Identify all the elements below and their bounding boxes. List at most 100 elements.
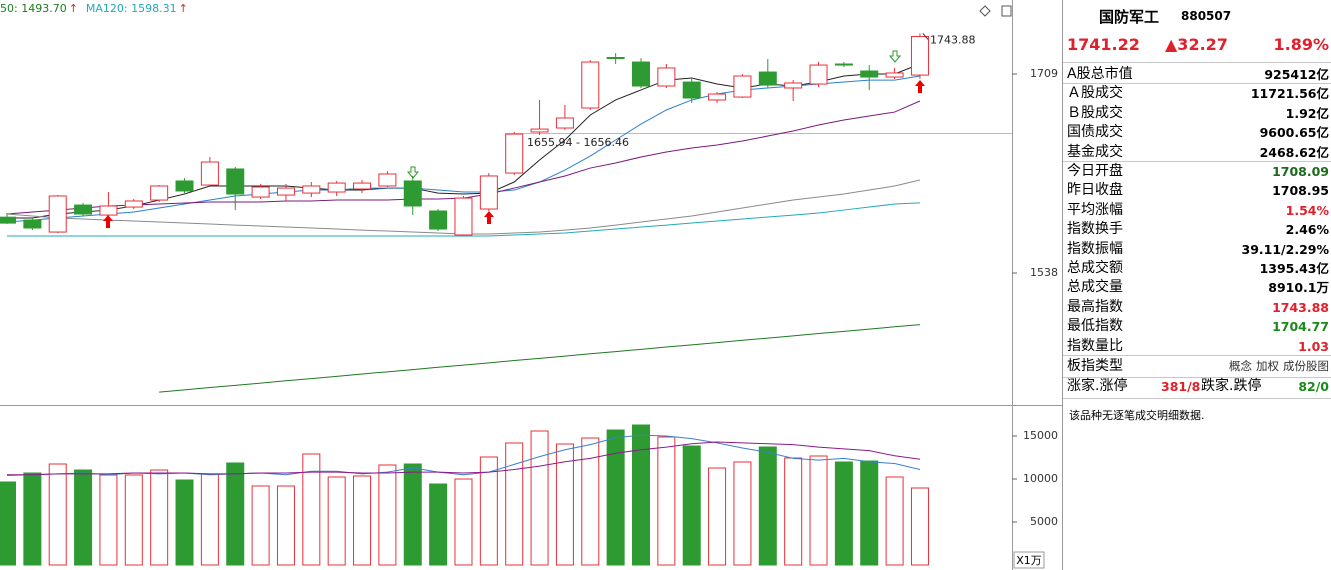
row: 今日开盘 1708.09 [1067,162,1329,181]
candle-body [175,180,194,192]
change-pct: 1.89% [1273,35,1329,54]
type-link[interactable]: 成份股图 [1283,359,1329,373]
volume-bar [327,476,346,566]
index-name: 国防军工 [1099,8,1160,26]
volume-bar [910,487,929,566]
candle-body [327,182,346,193]
label: 基金成交 [1067,143,1123,160]
separator [1063,398,1331,399]
separator [1063,62,1331,63]
candle-body [834,63,853,66]
candle-body [378,173,397,187]
volume-bar [403,463,422,566]
candle-body [23,219,42,229]
candle-body [200,161,219,186]
row: 指数振幅 39.11/2.29% [1067,240,1329,259]
candle-body [581,61,600,109]
candle-body [682,81,701,99]
separator [1063,355,1331,356]
candle-body [632,61,650,87]
value: 925412亿 [1264,67,1329,82]
volume-bar [606,429,625,566]
value: 1.54% [1285,202,1329,218]
value: 39.11/2.29% [1241,241,1329,257]
volume-bar [429,483,448,566]
row: 涨家.涨停 381/8 跌家.跌停 82/0 [1067,377,1329,396]
volume-bar [48,463,67,566]
label: 国债成交 [1067,124,1123,141]
candle-body [479,175,498,210]
row: 指数量比 1.03 [1067,337,1329,356]
candle-body [124,200,143,208]
sell-arrow [406,166,420,179]
quote-panel: 国防军工 880507 1741.22 ▲32.27 1.89% A股总市值 92… [1063,0,1331,570]
volume-bar [378,464,397,566]
candle-body [403,180,422,207]
annotation: 1655.94 - 1656.46 [527,136,629,149]
volume-bar [530,430,549,566]
row: 总成交量 8910.1万 [1067,278,1329,297]
label: 最低指数 [1067,318,1123,335]
candle-body [505,133,524,174]
y-tick-label: 1709 [1030,67,1058,80]
type-link[interactable]: 加权 [1256,359,1279,373]
type-link[interactable]: 概念 [1229,359,1252,373]
ma-arrow: ↑ [178,2,188,15]
value: 381/8 [1161,379,1201,394]
volume-bar [99,474,118,566]
candle-body [758,71,777,86]
volume-bar [74,469,93,566]
label: Ｂ股成交 [1067,104,1123,121]
candle-body [809,64,828,85]
annotation: 1743.88 [930,33,976,46]
volume-bar [0,481,16,566]
volume-bar [200,473,219,566]
value: 1708.09 [1272,164,1329,179]
volume-bar [834,461,853,566]
y-tick-label: 15000 [1023,429,1058,442]
candle-body [555,117,574,129]
candle-body [302,185,321,194]
icon[interactable] [979,5,991,17]
volume-bar [632,424,650,566]
value: 1704.77 [1272,319,1329,335]
row: 最高指数 1743.88 [1067,298,1329,317]
row: 板指类型 概念 加权 成份股图 [1067,357,1329,376]
ma-header: 50: 1493.70 ↑ MA120: 1598.31 ↑ [0,2,196,15]
value: 8910.1万 [1268,280,1329,296]
ma-arrow: ↑ [68,2,78,15]
volume-bar [885,476,904,566]
row: A股总市值 925412亿 [1067,65,1329,84]
volume-bar [809,455,828,566]
candle-body [353,182,372,190]
candle-body [885,72,904,78]
volume-bar [226,462,245,566]
ma-line [6,434,921,477]
unit-box [1013,551,1045,569]
volume-bar [708,467,727,566]
separator [1063,83,1331,85]
candle-body [276,187,295,196]
label: 指数换手 [1067,221,1123,238]
volume-bar [555,443,574,566]
candle-body [733,75,752,98]
label: 跌家.跌停 [1201,378,1262,394]
row: Ｂ股成交 1.92亿 [1067,104,1329,123]
volume-bar [454,478,473,566]
candle-body [708,93,727,101]
ma-line [7,441,921,476]
icon[interactable] [1001,5,1012,17]
buy-arrow [103,215,113,228]
value: 9600.65亿 [1259,125,1329,141]
volume-bar [150,469,169,566]
label: 今日开盘 [1067,163,1123,179]
volume-bar [23,472,42,566]
y-tick-label: 10000 [1023,472,1058,485]
volume-bar [479,456,498,566]
row: 基金成交 2468.62亿 [1067,143,1329,162]
volume-bar [124,474,143,566]
plot [0,33,929,566]
value: 1743.88 [1272,299,1329,315]
label: 总成交额 [1067,260,1123,276]
volume-bar [657,436,676,566]
